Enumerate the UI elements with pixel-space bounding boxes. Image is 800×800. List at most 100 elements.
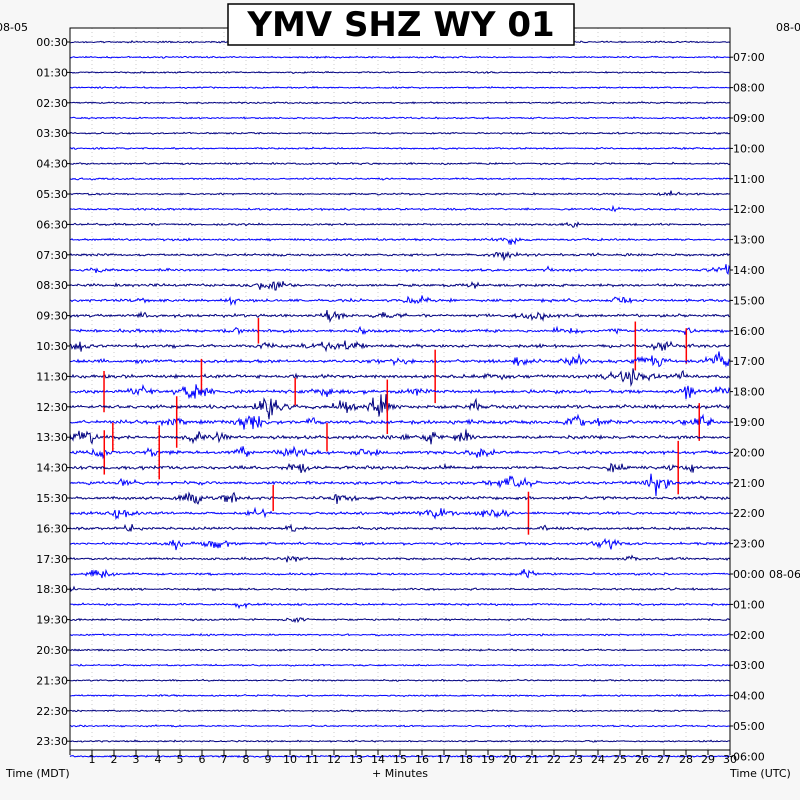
seismic-trace [69,351,731,368]
right-time-label: 19:00 [733,416,765,429]
title-box [227,3,575,46]
right-time-label: 09:00 [733,112,765,125]
seismic-trace [69,340,731,353]
x-tick-label: 5 [177,753,184,766]
left-time-label: 19:30 [36,614,68,627]
right-time-label: 06:00 [733,750,765,763]
x-tick-label: 13 [349,753,363,766]
right-time-label: 03:00 [733,659,765,672]
seismic-trace [69,70,731,75]
seismic-trace [69,585,731,592]
x-tick-label: 14 [371,753,385,766]
seismic-trace [69,383,731,400]
left-time-label: 06:30 [36,218,68,231]
right-time-label: 14:00 [733,264,765,277]
right-time-label: 08:00 [733,82,765,95]
seismic-trace [69,663,731,667]
right-time-label: 10:00 [733,142,765,155]
seismic-trace [69,709,731,713]
seismic-trace [69,568,731,579]
seismic-trace [69,131,731,135]
left-time-label: 16:30 [36,522,68,535]
x-tick-label: 8 [243,753,250,766]
seismic-trace [69,523,731,532]
x-tick-label: 27 [657,753,671,766]
x-tick-label: 18 [459,753,473,766]
seismic-trace [69,310,731,324]
seismic-trace [69,648,731,652]
seismic-trace [69,678,731,683]
seismic-trace [69,116,731,120]
x-tick-label: 24 [591,753,605,766]
left-time-label: 14:30 [36,462,68,475]
left-time-label: 02:30 [36,97,68,110]
seismic-trace [69,617,731,624]
seismic-trace [69,221,731,228]
seismic-trace [69,146,731,151]
seismic-trace [70,491,731,505]
seismic-traces [69,39,731,759]
right-time-label: 15:00 [733,294,765,307]
seismic-trace [69,85,731,90]
seismic-trace [69,177,731,181]
x-tick-label: 17 [437,753,451,766]
left-time-label: 21:30 [36,674,68,687]
x-tick-label: 16 [415,753,429,766]
seismic-trace [69,602,731,610]
left-time-label: 01:30 [36,66,68,79]
seismic-trace [69,506,731,521]
left-time-label: 15:30 [36,492,68,505]
right-time-label: 21:00 [733,477,765,490]
x-tick-label: 12 [327,753,341,766]
x-tick-label: 26 [635,753,649,766]
left-time-label: 20:30 [36,644,68,657]
left-time-labels: 00:30 01:30 02:30 03:30 04:30 05:30 06:30 07:30… [36,36,70,748]
right-time-label: 18:00 [733,386,765,399]
left-time-label: 07:30 [36,249,68,262]
left-time-label: 10:30 [36,340,68,353]
seismic-trace [69,554,731,563]
x-tick-label: 10 [283,753,297,766]
right-time-label: 22:00 [733,507,765,520]
x-tick-label: 30 [723,753,737,766]
seismic-trace [69,55,731,60]
right-time-label: 16:00 [733,325,765,338]
seismic-trace [69,368,731,388]
left-time-label: 17:30 [36,553,68,566]
seismic-trace [69,724,731,728]
seismic-trace [69,394,731,420]
right-time-label: 02:00 [733,629,765,642]
left-time-label: 03:30 [36,127,68,140]
seismic-trace [69,537,731,551]
right-time-labels: 07:00 08:00 09:00 10:00 11:00 12:00 13:00 14:00… [730,51,800,763]
seismic-trace [69,161,731,166]
x-tick-label: 21 [525,753,539,766]
seismic-trace [69,204,731,213]
x-tick-label: 29 [701,753,715,766]
seismic-trace [69,445,731,460]
x-axis-ticks: 1 2 3 4 5 6 7 8 9 10 11 12 13 14 15 16 17 18 19 20 21 22 23 24 2… [69,750,737,766]
seismic-trace [70,190,731,197]
seismic-trace [69,264,731,275]
left-time-label: 00:30 [36,36,68,49]
seismic-trace [69,693,731,698]
seismic-trace [69,101,731,105]
left-axis-label: Time (MDT) [5,767,70,780]
right-time-label: 17:00 [733,355,765,368]
right-time-label: 23:00 [733,538,765,551]
x-tick-label: 22 [547,753,561,766]
left-time-label: 11:30 [36,370,68,383]
seismic-trace [69,295,731,307]
right-time-label: 20:00 [733,446,765,459]
x-tick-label: 19 [481,753,495,766]
x-tick-label: 25 [613,753,627,766]
left-time-label: 18:30 [36,583,68,596]
seismic-trace [69,250,731,262]
chart-title: YMV SHZ WY 01 [246,5,554,45]
seismic-trace [69,325,731,336]
left-time-label: 09:30 [36,310,68,323]
seismic-trace [69,739,730,743]
right-time-label: 11:00 [733,173,765,186]
left-time-label: 13:30 [36,431,68,444]
